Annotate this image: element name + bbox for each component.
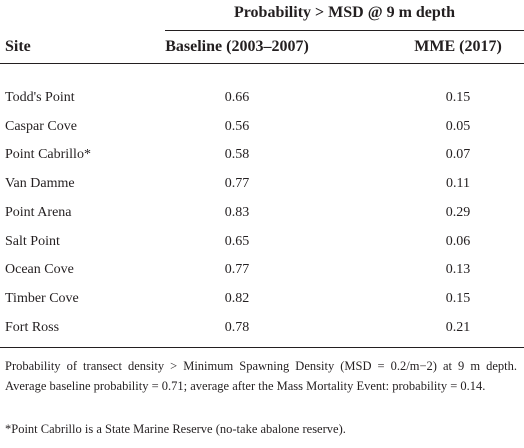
value-cell: 0.29	[445, 204, 471, 220]
footnote: *Point Cabrillo is a State Marine Reserv…	[5, 422, 346, 436]
value-cell: 0.05	[445, 118, 471, 134]
column-header: Baseline (2003–2007)	[165, 38, 309, 55]
value-cell: 0.56	[224, 118, 250, 134]
site-cell: Timber Cove	[5, 290, 79, 306]
value-cell: 0.15	[445, 290, 471, 306]
value-cell: 0.07	[445, 147, 471, 163]
value-cell: 0.11	[446, 176, 470, 192]
value-cell: 0.65	[224, 233, 250, 249]
column-header: Site	[5, 38, 31, 55]
site-cell: Caspar Cove	[5, 118, 77, 134]
header-rule	[165, 30, 524, 31]
value-cell: 0.82	[224, 290, 250, 306]
header-rule	[0, 63, 524, 64]
value-cell: 0.15	[445, 90, 471, 105]
column-header: MME (2017)	[414, 38, 502, 55]
site-cell: Fort Ross	[5, 319, 60, 335]
site-cell: Ocean Cove	[5, 262, 74, 278]
value-cell: 0.21	[445, 319, 471, 335]
group-header: Probability > MSD @ 9 m depth	[233, 4, 456, 21]
value-cell: 0.77	[224, 262, 250, 278]
value-cell: 0.58	[224, 147, 250, 163]
value-cell: 0.83	[224, 204, 250, 220]
site-cell: Todd's Point	[5, 90, 75, 105]
value-cell: 0.13	[445, 262, 471, 278]
site-cell: Salt Point	[5, 233, 60, 249]
value-cell: 0.66	[224, 90, 250, 105]
value-cell: 0.06	[445, 233, 471, 249]
footnote: Probability of transect density > Minimu…	[5, 359, 517, 393]
value-cell: 0.77	[224, 176, 250, 192]
site-cell: Point Arena	[5, 204, 72, 220]
value-cell: 0.78	[224, 319, 250, 335]
bottom-rule	[0, 347, 524, 348]
site-cell: Point Cabrillo*	[5, 147, 91, 163]
site-cell: Van Damme	[5, 176, 75, 192]
